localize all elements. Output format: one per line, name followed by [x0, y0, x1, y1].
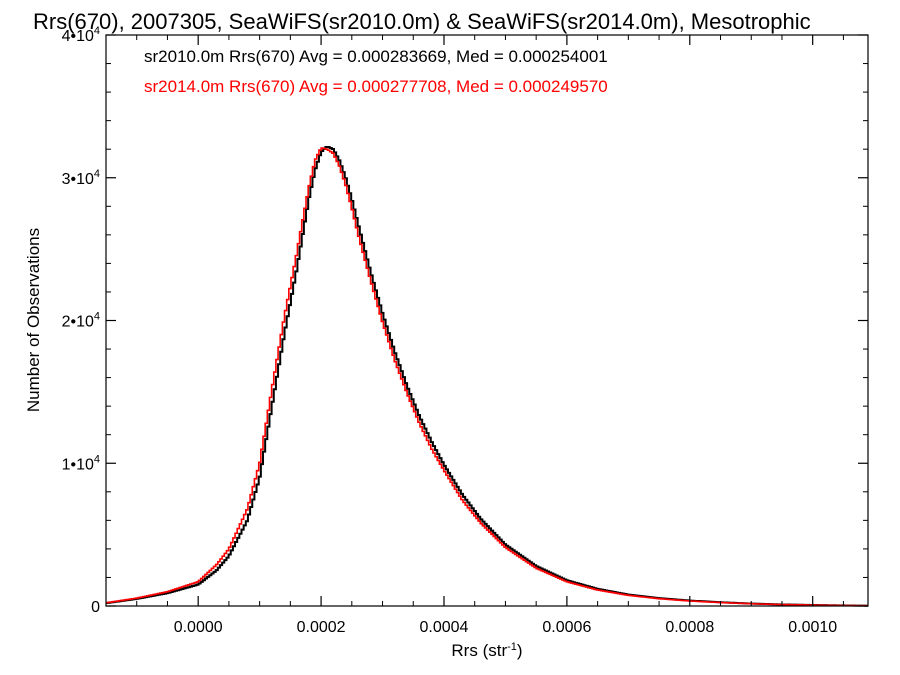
chart-title: Rrs(670), 2007305, SeaWiFS(sr2010.0m) & …: [33, 9, 811, 34]
y-axis-label: Number of Observations: [24, 228, 43, 412]
x-tick-label: 0.0010: [788, 619, 837, 636]
data-series-group: [106, 145, 869, 607]
y-tick-label: 4•104: [62, 25, 100, 45]
y-tick-label: 2•104: [62, 311, 100, 331]
y-tick-label: 1•104: [62, 453, 100, 473]
plot-frame: [105, 34, 869, 607]
axis-ticks: 0.0000 0.0002 0.0004 0.0006 0.0008 0.0010 0 1•1…: [62, 25, 868, 636]
series-line-sr2014.0m: [106, 147, 869, 607]
y-tick-label: 0: [91, 599, 100, 616]
legend-entry-sr2010: sr2010.0m Rrs(670) Avg = 0.000283669, Me…: [144, 47, 608, 66]
x-tick-label: 0.0006: [542, 619, 591, 636]
x-axis-label: Rrs (str-1): [451, 641, 522, 660]
x-tick-label: 0.0004: [420, 619, 469, 636]
x-tick-label: 0.0008: [665, 619, 714, 636]
x-tick-label: 0.0000: [174, 619, 223, 636]
x-tick-label: 0.0002: [297, 619, 346, 636]
y-tick-label: 3•104: [62, 168, 100, 188]
legend-entry-sr2014: sr2014.0m Rrs(670) Avg = 0.000277708, Me…: [144, 77, 608, 96]
series-line-sr2010.0m: [106, 145, 869, 607]
